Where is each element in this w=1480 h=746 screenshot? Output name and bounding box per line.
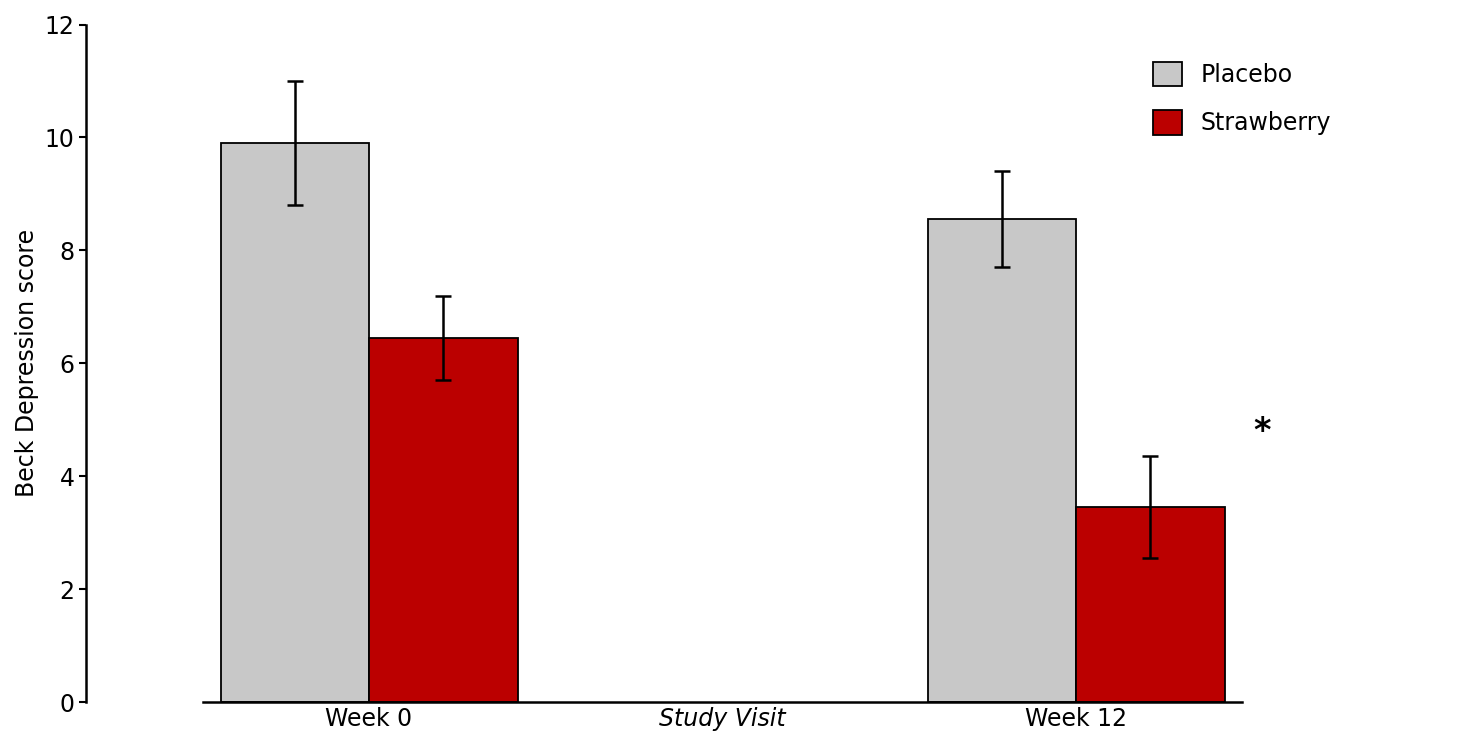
Y-axis label: Beck Depression score: Beck Depression score	[15, 229, 38, 498]
Bar	[928, 219, 1076, 702]
Bar	[369, 338, 518, 702]
Text: *: *	[1254, 415, 1270, 448]
Bar	[1076, 507, 1224, 702]
Bar	[221, 143, 369, 702]
Legend: Placebo, Strawberry: Placebo, Strawberry	[1141, 50, 1342, 147]
